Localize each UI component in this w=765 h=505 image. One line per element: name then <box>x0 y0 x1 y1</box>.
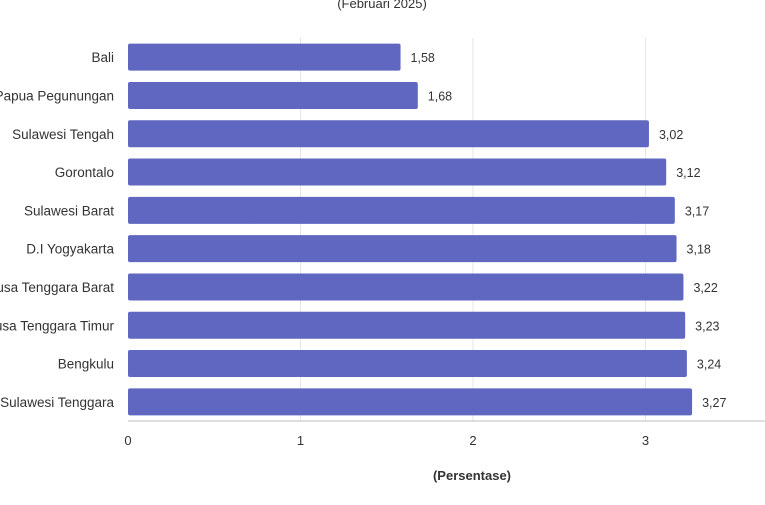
chart-subtitle: (Februari 2025) <box>337 0 427 11</box>
bar <box>128 235 677 263</box>
x-tick-label: 3 <box>642 433 649 448</box>
category-label: D.I Yogyakarta <box>26 242 114 257</box>
data-labels: 1,58 1,68 3,02 3,12 3,17 3,18 3,22 3,23 3,24 3,27 <box>411 51 727 410</box>
category-label: Sulawesi Barat <box>24 203 114 218</box>
bar <box>128 196 675 224</box>
x-tick-label: 2 <box>469 433 476 448</box>
data-label: 3,18 <box>687 243 711 257</box>
category-label: Bali <box>91 50 114 65</box>
bar-series <box>128 43 693 416</box>
bar <box>128 350 687 378</box>
data-label: 3,12 <box>676 166 700 180</box>
x-tick-label: 1 <box>297 433 304 448</box>
x-tick-label: 0 <box>124 433 131 448</box>
x-axis-title: (Persentase) <box>433 468 511 483</box>
bar <box>128 273 684 301</box>
category-label: Papua Pegunungan <box>0 88 114 103</box>
data-label: 3,22 <box>693 281 717 295</box>
bar <box>128 120 649 148</box>
bar <box>128 311 686 339</box>
category-label: Nusa Tenggara Barat <box>0 280 114 295</box>
data-label: 3,23 <box>695 319 719 333</box>
bar <box>128 43 401 71</box>
bar <box>128 81 418 109</box>
x-tick-labels: 0 1 2 3 <box>124 433 649 448</box>
category-label: Bengkulu <box>58 357 114 372</box>
data-label: 1,68 <box>428 89 452 103</box>
data-label: 3,17 <box>685 204 709 218</box>
bar <box>128 388 693 416</box>
data-label: 3,27 <box>702 396 726 410</box>
category-labels: Bali Papua Pegunungan Sulawesi Tengah Goron… <box>0 50 114 410</box>
data-label: 1,58 <box>411 51 435 65</box>
data-label: 3,02 <box>659 128 683 142</box>
category-label: Sulawesi Tenggara <box>0 395 114 410</box>
category-label: Sulawesi Tengah <box>12 127 114 142</box>
category-label: Nusa Tenggara Timur <box>0 318 114 333</box>
bar <box>128 158 667 186</box>
data-label: 3,24 <box>697 358 721 372</box>
category-label: Gorontalo <box>55 165 114 180</box>
